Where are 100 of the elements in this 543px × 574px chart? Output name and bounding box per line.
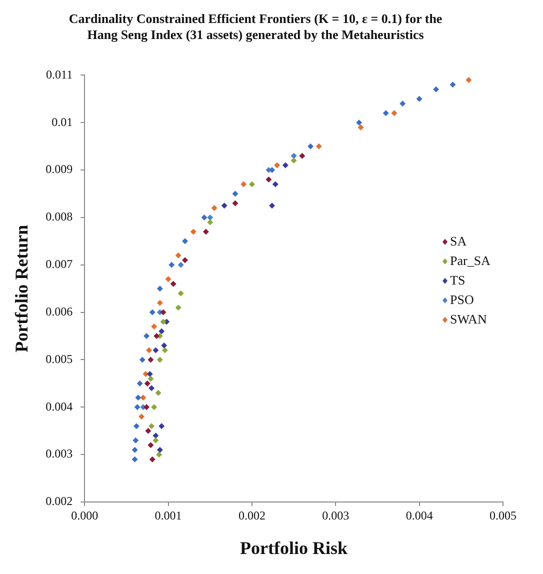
point (146, 347, 152, 354)
point (132, 437, 139, 444)
point (290, 158, 297, 164)
x-axis-title: Portfolio Risk (240, 538, 348, 558)
point (356, 120, 362, 126)
point (400, 100, 406, 107)
legend-label: TS (450, 272, 466, 288)
point (450, 82, 456, 88)
point (282, 162, 288, 168)
legend-label: SWAN (450, 311, 488, 326)
point (158, 328, 165, 334)
point (133, 423, 140, 430)
legend-label: PSO (450, 292, 474, 307)
y-tick-label: 0.004 (46, 399, 73, 414)
point (248, 181, 255, 188)
point (178, 290, 184, 296)
point (155, 390, 162, 396)
y-tick-label: 0.011 (46, 67, 73, 82)
point (148, 356, 154, 363)
point (136, 380, 143, 386)
point (382, 110, 389, 116)
x-tick-label: 0.004 (406, 508, 433, 522)
point (152, 347, 159, 354)
point (391, 110, 398, 116)
point (151, 404, 158, 410)
point (240, 181, 247, 188)
legend-label: SA (450, 233, 468, 248)
point (160, 309, 166, 316)
point (144, 404, 150, 410)
point (144, 380, 150, 386)
point (148, 423, 155, 430)
x-tick-label: 0.000 (71, 508, 98, 522)
point (299, 152, 306, 159)
x-tick-label: 0.002 (238, 508, 266, 522)
y-tick-label: 0.006 (46, 304, 73, 318)
point (190, 228, 196, 235)
point (158, 423, 165, 430)
chart-title: Cardinality Constrained Efficient Frontiers (K = 10, ε = 0.1) for the Hang Seng Index (31 assets) generated by the Metaheuristics (68, 11, 442, 42)
point (146, 370, 153, 377)
point (144, 333, 150, 340)
y-axis-title: Portfolio Return (11, 224, 32, 352)
y-tick-label: 0.009 (46, 162, 73, 176)
point (139, 356, 146, 363)
point (272, 181, 278, 188)
point (269, 202, 276, 209)
point (211, 204, 218, 211)
point (433, 86, 440, 92)
point (161, 342, 168, 349)
legend-label: Par_SA (450, 252, 492, 268)
point (132, 446, 138, 453)
point (232, 190, 238, 197)
x-tick-label: 0.003 (322, 508, 350, 522)
point (207, 214, 214, 220)
point (201, 214, 208, 220)
y-tick-label: 0.008 (46, 210, 73, 224)
point (134, 404, 140, 410)
point (148, 376, 154, 382)
point (232, 200, 238, 206)
point (156, 452, 162, 458)
point (149, 456, 156, 462)
point (168, 262, 175, 268)
point (152, 437, 159, 444)
point (148, 385, 155, 392)
point (175, 252, 182, 258)
point (140, 394, 146, 401)
y-tick-label: 0.003 (46, 446, 73, 461)
point (148, 442, 154, 448)
point (466, 76, 472, 83)
point (132, 456, 138, 462)
point (156, 300, 163, 306)
point (266, 176, 272, 183)
point (269, 167, 276, 174)
point (182, 238, 188, 244)
point (151, 324, 158, 330)
y-tick-label: 0.005 (46, 352, 73, 366)
point (156, 356, 163, 363)
point (145, 428, 152, 434)
x-tick-label: 0.005 (490, 508, 516, 522)
point (221, 202, 228, 209)
point (156, 286, 163, 292)
point (182, 257, 188, 264)
point (202, 228, 209, 235)
point (290, 152, 297, 159)
y-tick-label: 0.01 (52, 114, 73, 129)
point (156, 446, 163, 453)
point (162, 347, 168, 354)
point (274, 162, 280, 168)
y-tick-label: 0.002 (46, 494, 73, 508)
point (138, 414, 145, 420)
point (416, 96, 422, 102)
point (316, 143, 322, 150)
point (149, 309, 156, 316)
point (358, 124, 364, 130)
point (175, 304, 182, 311)
point (160, 318, 166, 325)
point (165, 276, 172, 282)
point (207, 219, 214, 226)
point (135, 394, 142, 401)
x-tick-label: 0.001 (154, 508, 182, 522)
point (178, 262, 184, 268)
